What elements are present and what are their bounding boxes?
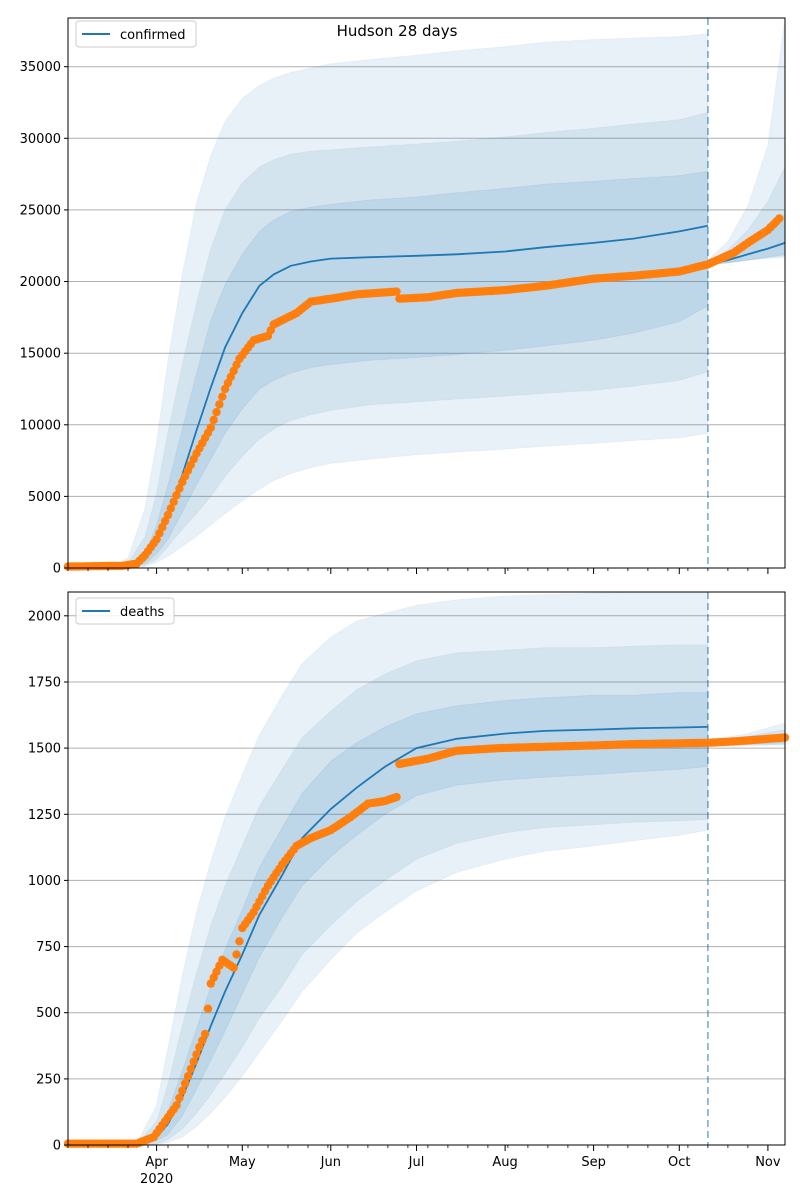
y-tick-label: 1000 [28,874,61,889]
observed-point [192,1050,201,1059]
observed-point [200,1029,210,1039]
observed-point [229,963,238,972]
observed-point [186,1064,195,1074]
y-tick-label: 1500 [28,742,61,757]
legend-label-confirmed: confirmed [120,28,186,43]
x-tick-label: Aug [492,1155,517,1170]
x-tick-label: Nov [755,1155,781,1170]
x-tick-label: Apr [145,1155,168,1170]
confirmed-gridlines [68,66,785,497]
observed-point [178,1086,187,1096]
figure-title: Hudson 28 days [337,22,458,40]
observed-point [163,510,173,520]
y-tick-label: 0 [53,1139,61,1154]
axes-frame [67,17,786,569]
y-tick-label: 20000 [20,275,61,290]
x-tick-label: Oct [668,1155,690,1170]
observed-point [169,497,178,506]
y-tick-label: 1250 [28,808,61,823]
confirmed-forecast-bands [67,17,786,569]
observed-point [215,400,224,409]
x-tick-label: Jun [320,1155,341,1170]
x-tick-label: Sep [581,1155,606,1170]
band-mid-fill [68,644,709,1146]
axes-frame [67,591,786,1146]
y-tick-label: 5000 [28,490,61,505]
observed-point [775,214,784,223]
observed-point [189,1057,198,1066]
observed-point [175,1093,184,1103]
y-tick-label: 15000 [20,347,61,362]
y-tick-label: 35000 [20,60,61,75]
deaths-panel: 0 250 500 750 1000 1250 1500 1750 2000 Apr 2020 May… [28,591,790,1187]
observed-point [206,423,215,432]
observed-point [166,504,175,513]
confirmed-legend: confirmed [75,20,197,48]
deaths-gridlines [68,615,785,1080]
confirmed-panel: 0 5000 10000 15000 20000 25000 30000 35000 conf… [20,17,786,577]
deaths-observed-points [63,733,790,1148]
confirmed-axes: 0 5000 10000 15000 20000 25000 30000 35000 [20,17,786,577]
y-tick-label: 0 [53,562,61,577]
y-tick-label: 30000 [20,132,61,147]
legend-box [75,20,197,48]
observed-point [198,1036,207,1045]
observed-point [209,415,218,425]
observed-point [232,950,241,959]
y-tick-label: 750 [36,940,61,955]
y-tick-label: 250 [36,1072,61,1087]
observed-point [195,1042,204,1052]
y-tick-label: 500 [36,1006,61,1021]
observed-point [183,1072,193,1081]
x-tick-label: Jul [408,1155,425,1170]
observed-point [218,392,227,401]
observed-point [203,1004,213,1013]
observed-point [392,287,401,296]
observed-point [392,792,401,802]
y-tick-label: 10000 [20,418,61,433]
y-tick-label: 25000 [20,203,61,218]
confirmed-observed-points [63,214,784,571]
observed-point [212,408,221,417]
x-tick-sublabel-year: 2020 [140,1172,173,1187]
observed-point [235,937,244,946]
y-tick-label: 1750 [28,676,61,691]
legend-label-deaths: deaths [120,605,165,620]
observed-point [175,484,184,493]
y-tick-label: 2000 [28,609,61,624]
observed-point [180,1079,190,1088]
deaths-axes: 0 250 500 750 1000 1250 1500 1750 2000 Apr 2020 May… [28,591,786,1187]
observed-point [172,1101,181,1110]
deaths-legend: deaths [75,597,175,625]
x-tick-label: May [229,1155,256,1170]
observed-point [172,491,181,500]
legend-box [75,597,175,625]
